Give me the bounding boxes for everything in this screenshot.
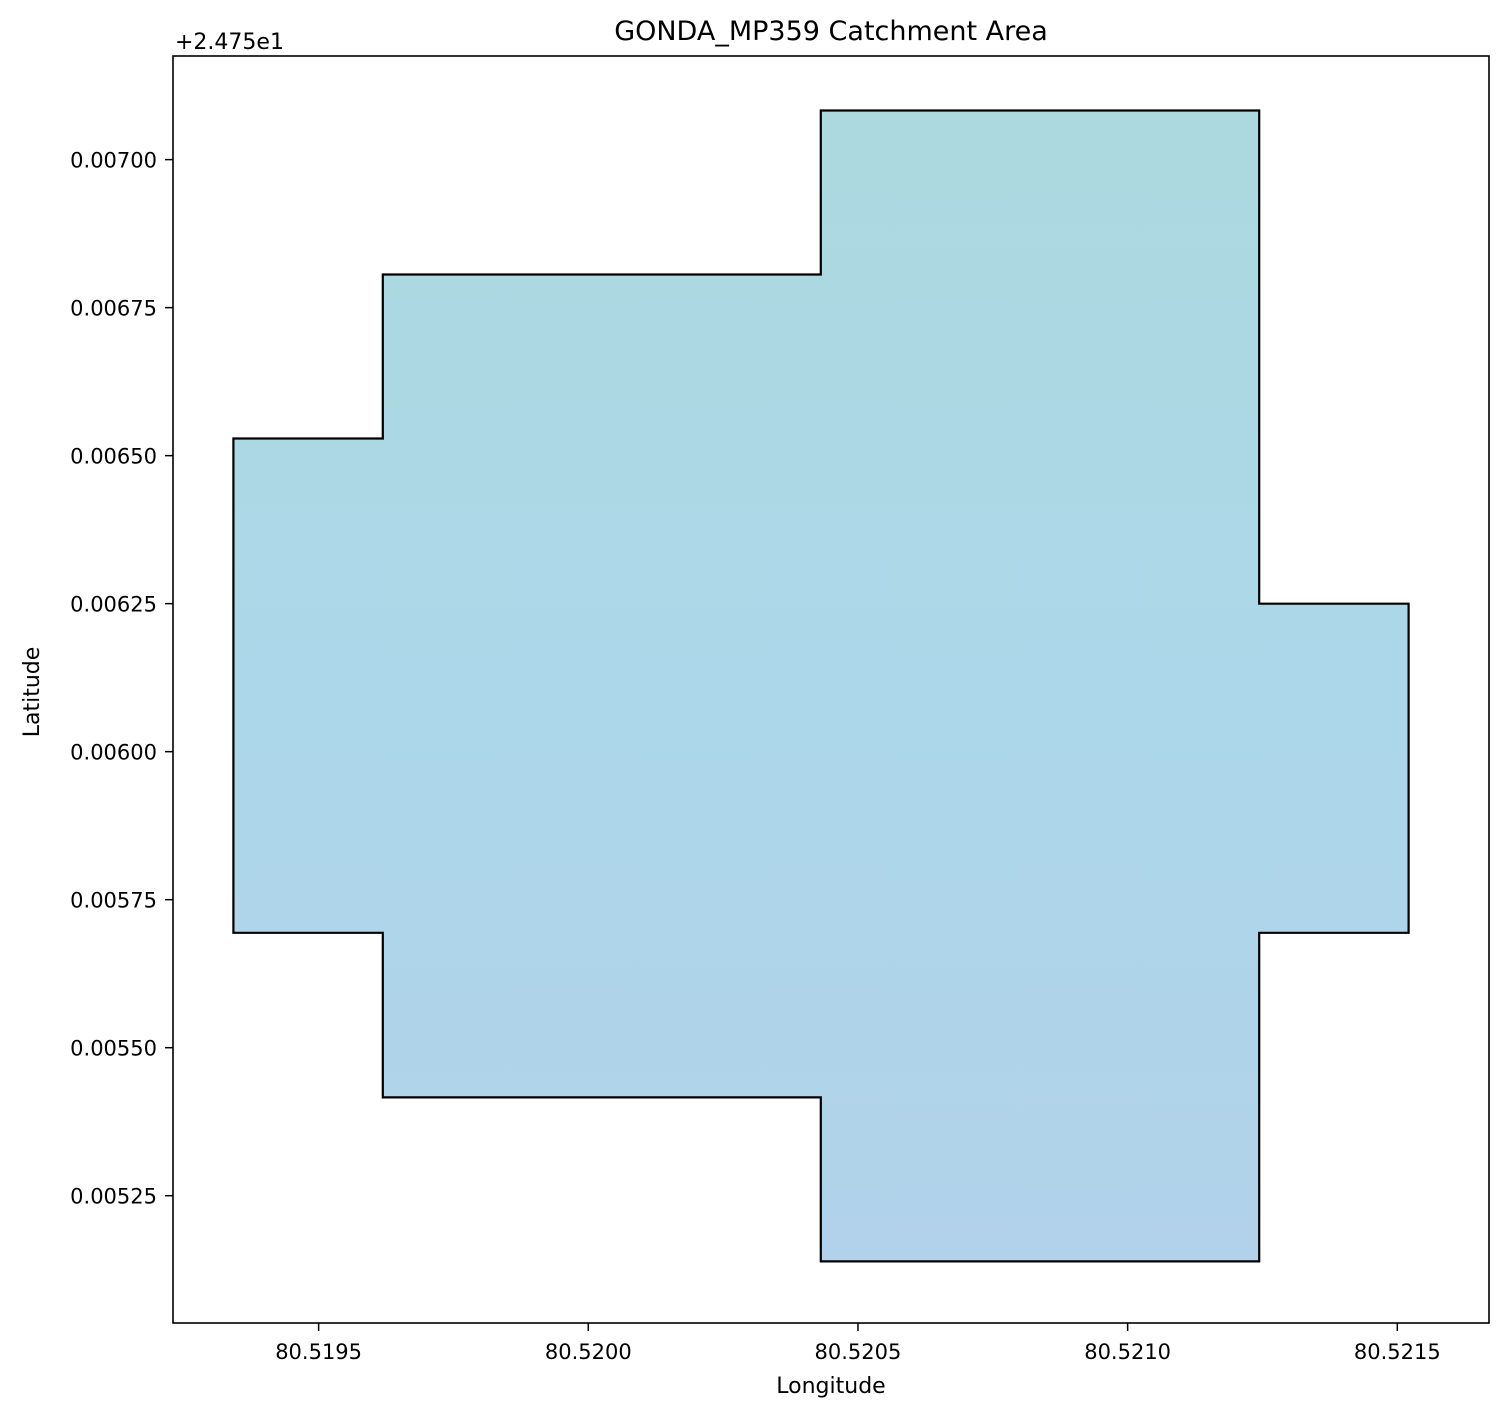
x-tick-label: 80.5215	[1354, 1340, 1441, 1364]
x-tick-label: 80.5200	[545, 1340, 632, 1364]
chart-title: GONDA_MP359 Catchment Area	[614, 16, 1048, 47]
plot-area	[172, 55, 1490, 1324]
y-tick-label: 0.00600	[70, 741, 157, 765]
y-axis-label: Latitude	[20, 647, 45, 738]
y-tick-label: 0.00625	[70, 593, 157, 617]
y-tick-label: 0.00575	[70, 889, 157, 913]
y-tick-label: 0.00650	[70, 445, 157, 469]
x-tick-label: 80.5195	[275, 1340, 362, 1364]
plot-frame	[172, 55, 1490, 1324]
x-tick-label: 80.5210	[1084, 1340, 1171, 1364]
y-tick-label: 0.00550	[70, 1037, 157, 1061]
x-tick-label: 80.5205	[815, 1340, 902, 1364]
x-axis-ticks: 80.5195 80.5200 80.5205 80.5210 80.5215	[275, 1323, 1441, 1364]
y-axis-ticks: 0.00525 0.00550 0.00575 0.00600 0.00625 0.006…	[70, 149, 173, 1209]
y-tick-label: 0.00700	[70, 149, 157, 173]
y-tick-label: 0.00675	[70, 297, 157, 321]
catchment-polygon	[232, 109, 1410, 1263]
y-axis-offset-label: +2.475e1	[175, 30, 284, 55]
y-tick-label: 0.00525	[70, 1185, 157, 1209]
x-axis-label: Longitude	[776, 1374, 885, 1399]
